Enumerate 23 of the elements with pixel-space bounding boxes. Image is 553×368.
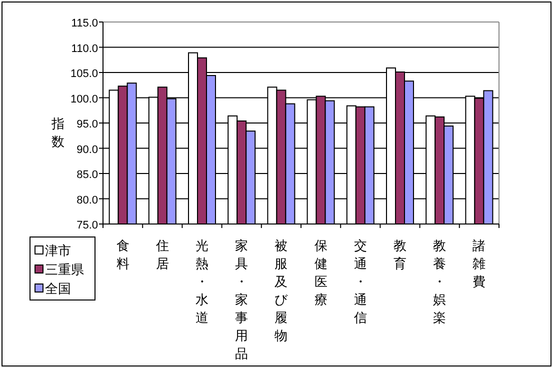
y-tick-label: 110.0: [71, 42, 98, 55]
y-tick-label: 80.0: [76, 194, 98, 206]
x-tick-label: 被服及び履物: [274, 239, 289, 344]
x-tick-label: 諸雑費: [472, 239, 486, 290]
y-tick-label: 85.0: [76, 169, 98, 181]
legend-label: 全国: [45, 282, 71, 297]
y-tick-label: 95.0: [76, 118, 98, 130]
y-tick-label: 100.0: [70, 93, 98, 106]
x-tick-label: 教養・娯楽: [433, 239, 446, 326]
legend-label: 三重県: [45, 263, 84, 278]
x-tick-label: 食料: [116, 239, 130, 272]
legend-label: 津市: [45, 244, 71, 259]
x-tick-label: 住居: [154, 239, 169, 272]
x-tick-label: 交通・通信: [354, 238, 367, 326]
y-tick-label: 105.0: [70, 68, 98, 80]
y-axis-title: 指数: [50, 117, 64, 150]
y-tick-label: 115.0: [71, 18, 98, 30]
x-tick-label: 保健医療: [314, 239, 328, 308]
y-tick-label: 90.0: [76, 144, 98, 156]
x-tick-label: 光熱・水道: [196, 239, 208, 326]
x-tick-label: 家具・家事用品: [235, 238, 248, 362]
x-tick-label: 教育: [394, 239, 406, 272]
y-tick-label: 75.0: [76, 220, 98, 232]
